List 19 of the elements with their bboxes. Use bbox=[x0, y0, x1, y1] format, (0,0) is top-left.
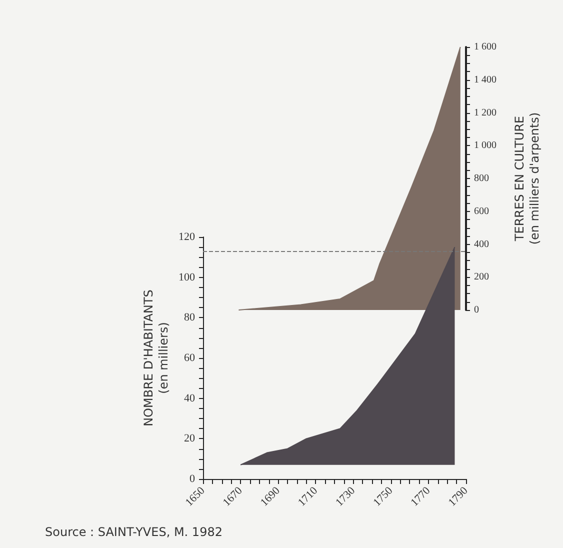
y2-axis-title: TERRES EN CULTURE (en milliers d'arpents) bbox=[512, 112, 542, 245]
y2-tick-label: 800 bbox=[474, 173, 489, 184]
y-tick-label: 0 bbox=[190, 473, 196, 485]
y2-tick-label: 400 bbox=[474, 238, 489, 250]
y-tick-label: 20 bbox=[184, 432, 196, 445]
y2-tick-label: 1 200 bbox=[474, 107, 496, 118]
y2-tick-label: 1 000 bbox=[474, 140, 496, 152]
source-note: Source : SAINT-YVES, M. 1982 bbox=[45, 525, 222, 539]
y2-tick-label: 1 400 bbox=[474, 74, 496, 86]
y-axis-title: NOMBRE D'HABITANTS (en milliers) bbox=[142, 290, 170, 426]
y-tick-label: 100 bbox=[178, 271, 196, 284]
y-tick-label: 40 bbox=[184, 392, 196, 404]
y-tick-label: 120 bbox=[178, 231, 196, 243]
y2-tick-label: 0 bbox=[474, 304, 479, 316]
y2-tick-label: 200 bbox=[474, 272, 489, 283]
y2-tick-label: 1 600 bbox=[474, 42, 496, 52]
y2-tick-label: 600 bbox=[474, 206, 489, 217]
y-tick-label: 80 bbox=[184, 312, 196, 324]
y-tick-label: 60 bbox=[184, 352, 196, 364]
